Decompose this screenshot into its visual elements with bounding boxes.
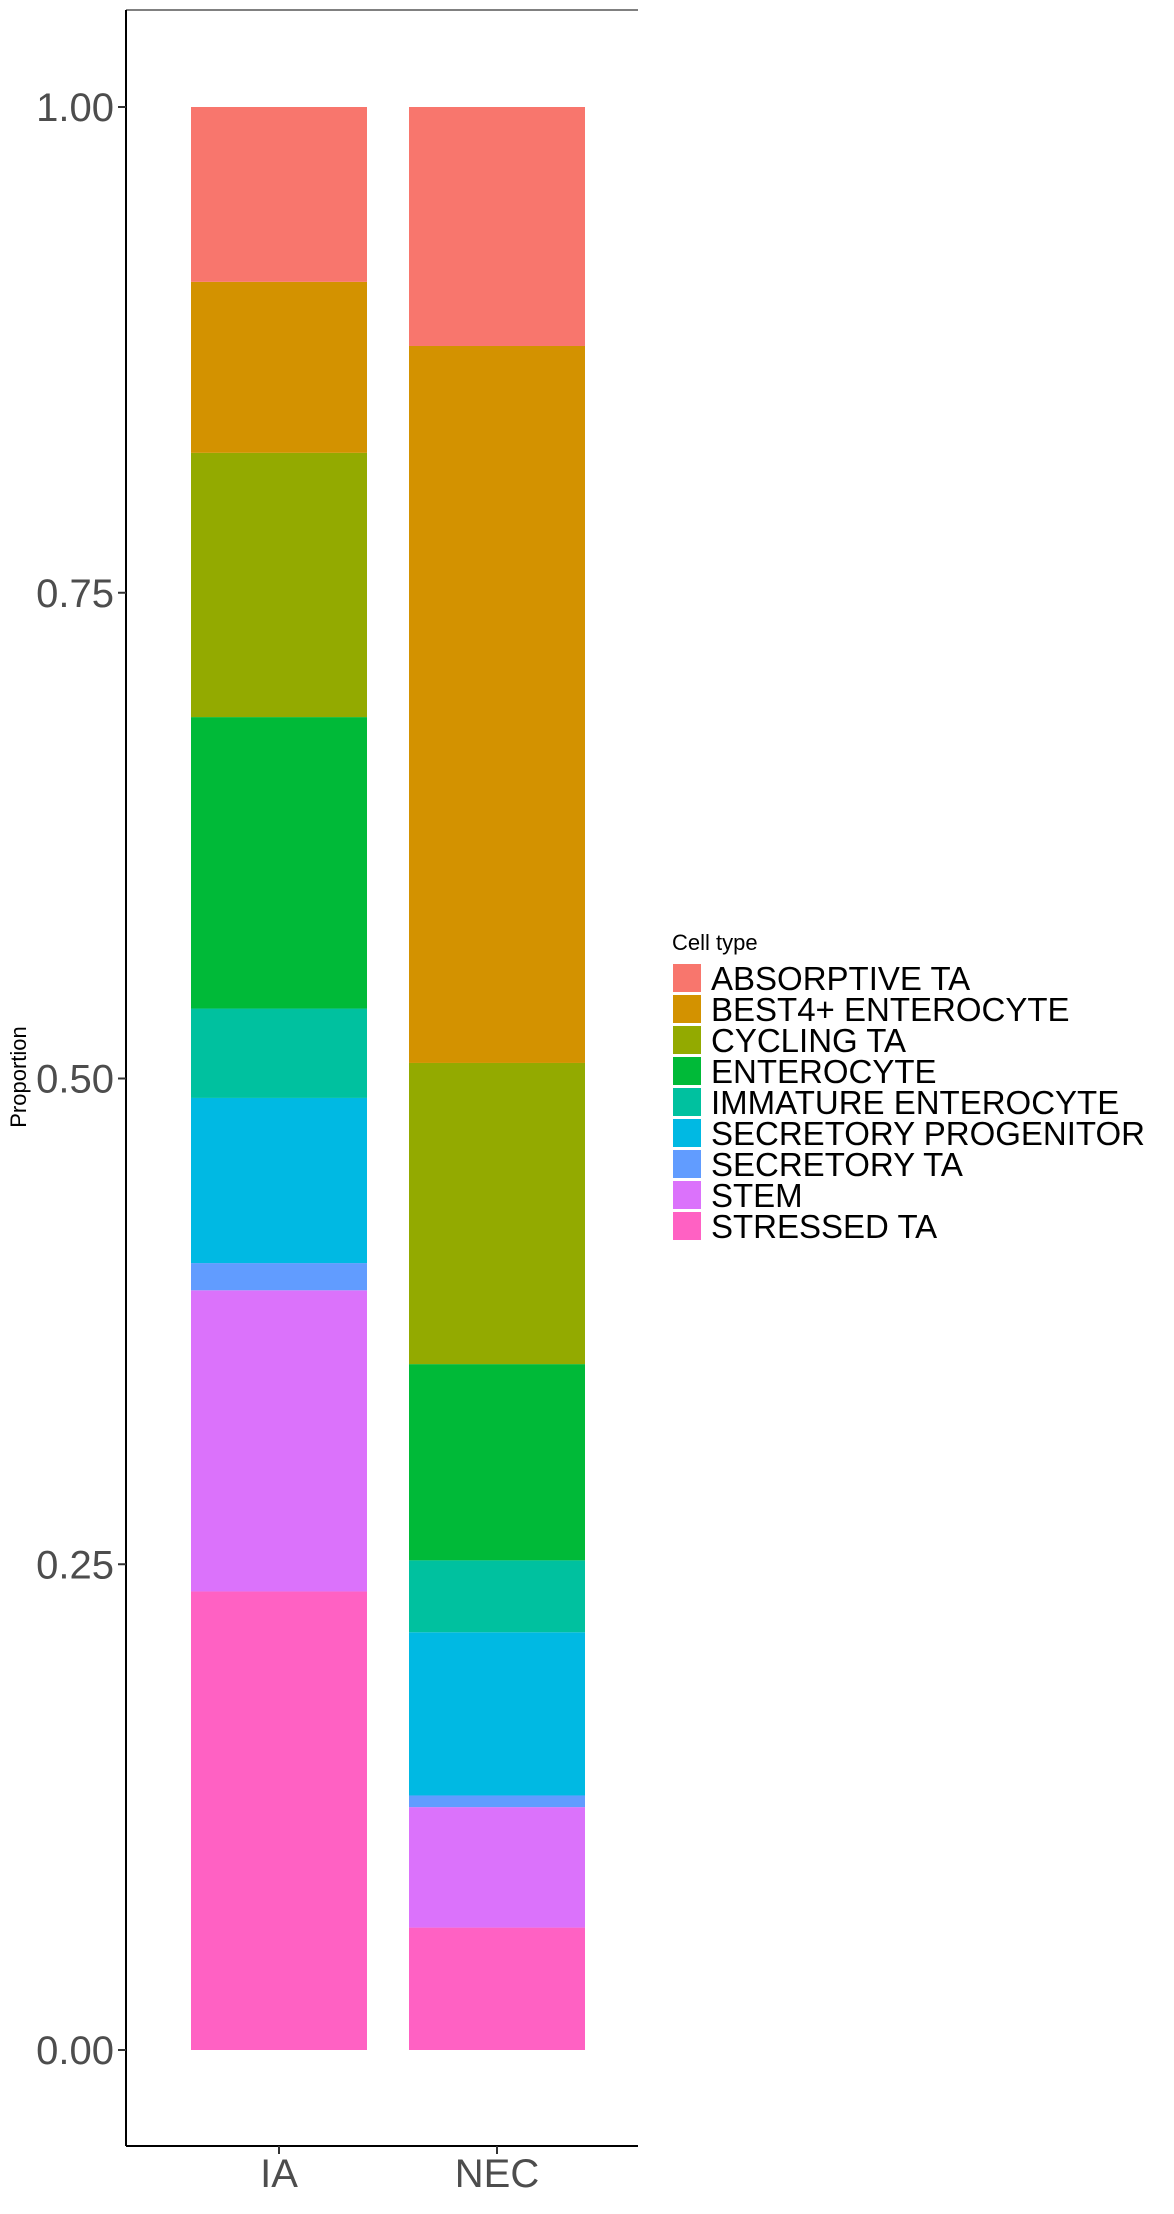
bar-segment-ia-enterocyte	[191, 717, 367, 1009]
bar-segment-ia-cycling-ta	[191, 452, 367, 718]
legend-label: IMMATURE ENTEROCYTE	[711, 1084, 1119, 1121]
legend-label: STEM	[711, 1177, 803, 1214]
legend-swatch	[673, 964, 701, 992]
legend-swatch	[673, 1150, 701, 1178]
bar-segment-nec-enterocyte	[409, 1364, 585, 1561]
bar-segment-ia-best4-enterocyte	[191, 281, 367, 453]
bar-segment-nec-absorptive-ta	[409, 107, 585, 346]
legend-swatch	[673, 995, 701, 1023]
bar-segment-nec-immature-enterocyte	[409, 1560, 585, 1633]
bar-segment-ia-absorptive-ta	[191, 107, 367, 282]
bar-segment-nec-best4-enterocyte	[409, 345, 585, 1063]
legend-label: ABSORPTIVE TA	[711, 960, 970, 997]
legend-label: SECRETORY PROGENITOR	[711, 1115, 1145, 1152]
x-axis-ticks: IA NEC	[260, 2146, 539, 2196]
bar-segment-nec-secretory-progenitor	[409, 1632, 585, 1796]
bar-segment-nec-secretory-ta	[409, 1795, 585, 1808]
plot-bars	[191, 107, 585, 2050]
y-tick-label: 0.25	[36, 1543, 114, 1587]
y-tick-label: 0.50	[36, 1058, 114, 1102]
legend-swatch	[673, 1088, 701, 1116]
bar-segment-nec-cycling-ta	[409, 1062, 585, 1365]
bar-segment-nec-stressed-ta	[409, 1927, 585, 2050]
y-tick-label: 0.00	[36, 2029, 114, 2073]
bar-segment-nec-stem	[409, 1807, 585, 1928]
legend-label: SECRETORY TA	[711, 1146, 963, 1183]
bar-segment-ia-secretory-progenitor	[191, 1097, 367, 1264]
x-tick-label: NEC	[455, 2152, 539, 2196]
legend-swatch	[673, 1181, 701, 1209]
bar-segment-ia-immature-enterocyte	[191, 1008, 367, 1098]
bar-segment-ia-stem	[191, 1290, 367, 1592]
legend-swatch	[673, 1119, 701, 1147]
legend-label: CYCLING TA	[711, 1022, 906, 1059]
legend-swatch	[673, 1026, 701, 1054]
y-axis-ticks: 0.00 0.25 0.50 0.75 1.00	[36, 86, 126, 2073]
legend-swatch	[673, 1212, 701, 1240]
legend-title: Cell type	[672, 930, 758, 955]
legend-label: STRESSED TA	[711, 1208, 937, 1245]
legend-swatch	[673, 1057, 701, 1085]
y-axis-title: Proportion	[6, 1026, 31, 1128]
legend-label: BEST4+ ENTEROCYTE	[711, 991, 1070, 1028]
y-tick-label: 1.00	[36, 86, 114, 130]
legend-label: ENTEROCYTE	[711, 1053, 937, 1090]
bar-segment-ia-stressed-ta	[191, 1591, 367, 2050]
x-tick-label: IA	[260, 2152, 298, 2196]
bar-segment-ia-secretory-ta	[191, 1263, 367, 1291]
y-tick-label: 0.75	[36, 572, 114, 616]
